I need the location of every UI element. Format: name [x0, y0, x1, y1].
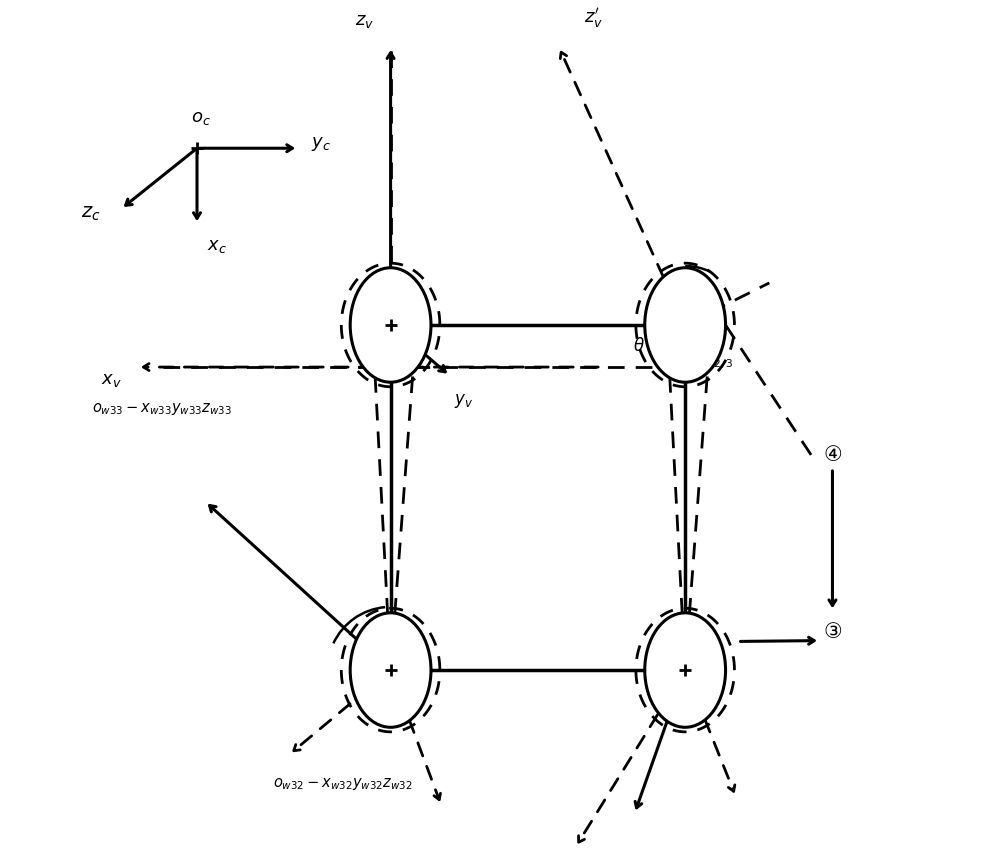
Ellipse shape [350, 613, 431, 728]
Text: $x_v$: $x_v$ [101, 371, 121, 389]
Text: ④: ④ [823, 445, 842, 465]
Text: $z_c$: $z_c$ [81, 205, 100, 223]
Text: ③: ③ [823, 622, 842, 642]
Text: $x_c$: $x_c$ [207, 237, 227, 255]
Text: $o_{v2,3}$: $o_{v2,3}$ [698, 354, 734, 371]
Text: $o_{w33}-x_{w33}y_{w33}z_{w33}$: $o_{w33}-x_{w33}y_{w33}z_{w33}$ [92, 402, 232, 417]
Text: $z^{\prime}_v$: $z^{\prime}_v$ [584, 6, 603, 30]
Text: $z_v$: $z_v$ [355, 12, 374, 30]
Text: $\theta$: $\theta$ [633, 337, 645, 355]
Text: $y_v$: $y_v$ [454, 392, 473, 410]
Text: $o_c$: $o_c$ [191, 109, 211, 127]
Text: $o_{w32}-x_{w32}y_{w32}z_{w32}$: $o_{w32}-x_{w32}y_{w32}z_{w32}$ [273, 776, 412, 792]
Ellipse shape [350, 268, 431, 382]
Text: $y_c$: $y_c$ [311, 135, 330, 153]
Ellipse shape [645, 268, 726, 382]
Ellipse shape [645, 613, 726, 728]
